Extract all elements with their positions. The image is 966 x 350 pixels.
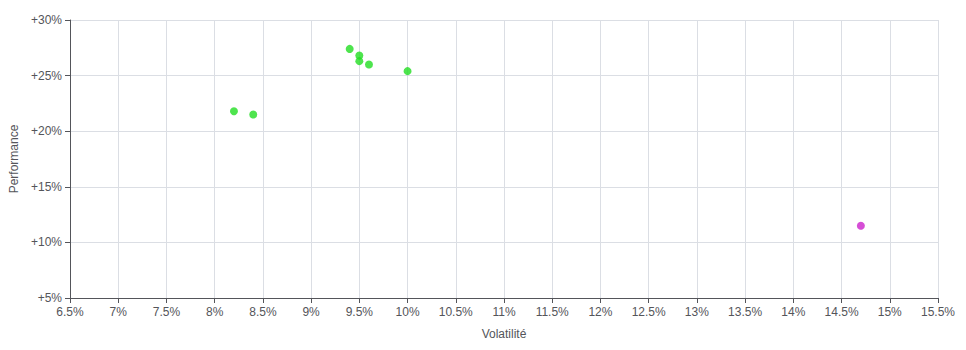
svg-text:10.5%: 10.5% xyxy=(439,305,473,319)
svg-text:13%: 13% xyxy=(685,305,709,319)
svg-text:12%: 12% xyxy=(588,305,612,319)
svg-text:+25%: +25% xyxy=(31,69,62,83)
svg-text:15%: 15% xyxy=(878,305,902,319)
svg-text:10%: 10% xyxy=(396,305,420,319)
svg-text:11%: 11% xyxy=(492,305,515,319)
svg-text:+20%: +20% xyxy=(31,124,62,138)
svg-text:+30%: +30% xyxy=(31,13,62,27)
svg-text:14.5%: 14.5% xyxy=(825,305,859,319)
svg-text:13.5%: 13.5% xyxy=(728,305,762,319)
svg-text:Performance: Performance xyxy=(7,124,21,193)
svg-text:6.5%: 6.5% xyxy=(56,305,84,319)
svg-text:7%: 7% xyxy=(110,305,128,319)
svg-text:12.5%: 12.5% xyxy=(632,305,666,319)
svg-text:9.5%: 9.5% xyxy=(346,305,374,319)
svg-text:8.5%: 8.5% xyxy=(249,305,277,319)
svg-text:8%: 8% xyxy=(206,305,224,319)
svg-text:+5%: +5% xyxy=(38,291,63,305)
svg-text:9%: 9% xyxy=(302,305,320,319)
svg-text:11.5%: 11.5% xyxy=(536,305,569,319)
svg-text:7.5%: 7.5% xyxy=(153,305,181,319)
svg-text:+10%: +10% xyxy=(31,235,62,249)
svg-text:15.5%: 15.5% xyxy=(921,305,955,319)
svg-text:Volatilité: Volatilité xyxy=(482,327,527,341)
svg-text:+15%: +15% xyxy=(31,180,62,194)
svg-text:14%: 14% xyxy=(781,305,805,319)
